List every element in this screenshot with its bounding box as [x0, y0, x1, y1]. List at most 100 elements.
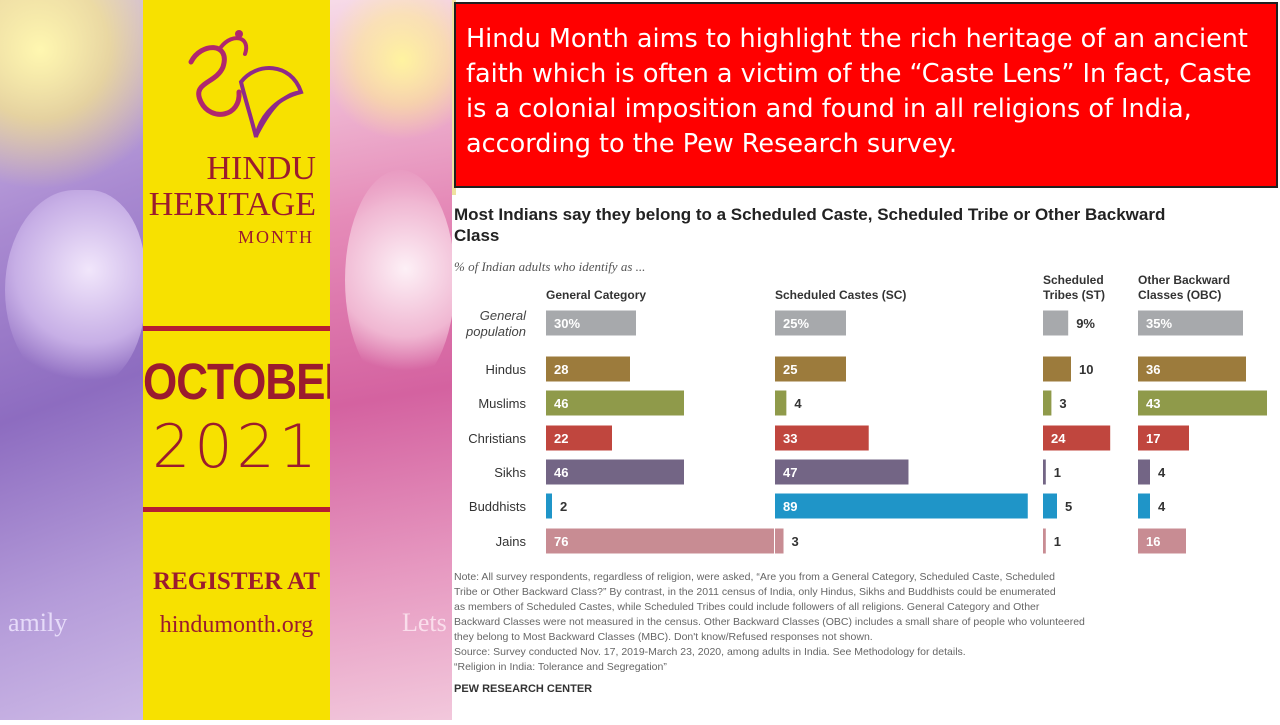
hindu-heritage-poster: HINDU HERITAGE MONTH OCTOBER 2021 REGIST… — [143, 0, 356, 720]
row-label: Christians — [468, 431, 526, 446]
series-header: Scheduled — [1043, 273, 1104, 287]
left-caption: amily — [8, 608, 68, 637]
row-label: Muslims — [478, 396, 526, 411]
chart-note: Note: All survey respondents, regardless… — [454, 571, 1055, 583]
chart-title: Class — [454, 226, 499, 245]
data-label: 1 — [1054, 534, 1061, 549]
left-deity-artwork: amily — [0, 0, 143, 720]
om-lotus-logo — [188, 30, 304, 138]
bar-christians — [546, 425, 612, 451]
pew-brand: PEW RESEARCH CENTER — [454, 683, 592, 695]
poster-divider-bottom — [143, 507, 330, 512]
bar-general-population — [1138, 310, 1243, 336]
data-label: 46 — [554, 396, 568, 411]
bar-jains — [775, 528, 784, 554]
data-label: 4 — [794, 396, 802, 411]
bar-muslims — [1138, 390, 1267, 416]
data-label: 4 — [1158, 465, 1166, 480]
data-label: 10 — [1079, 362, 1093, 377]
banner-text: Hindu Month aims to highlight the rich h… — [466, 24, 1252, 159]
series-header: Tribes (ST) — [1043, 288, 1105, 302]
bar-hindus — [1043, 356, 1071, 382]
light-burst — [0, 0, 143, 190]
poster-year: 2021 — [152, 412, 321, 482]
poster-divider-top — [143, 326, 330, 331]
bar-buddhists — [775, 493, 1028, 519]
brand-heritage: HERITAGE — [148, 186, 316, 223]
poster-url[interactable]: hindumonth.org — [159, 612, 314, 638]
poster-register: REGISTER AT — [153, 568, 320, 595]
banner-box: Hindu Month aims to highlight the rich h… — [454, 2, 1278, 188]
right-deity-artwork: Lets — [330, 0, 452, 720]
chart-report: “Religion in India: Tolerance and Segreg… — [454, 661, 667, 673]
bar-jains — [1138, 528, 1186, 554]
bar-sikhs — [1043, 459, 1046, 485]
bar-buddhists — [1043, 493, 1057, 519]
bar-sikhs — [775, 459, 909, 485]
chart-note: they belong to Most Backward Classes (MB… — [454, 631, 873, 643]
data-label: 3 — [792, 534, 799, 549]
bar-muslims — [1043, 390, 1052, 416]
bar-buddhists — [1138, 493, 1150, 519]
right-caption: Lets — [402, 608, 447, 637]
chart-note: Tribe or Other Backward Class?” By contr… — [454, 586, 1056, 598]
data-label: 47 — [783, 465, 797, 480]
bar-hindus — [546, 356, 630, 382]
chart-title: Most Indians say they belong to a Schedu… — [454, 205, 1165, 224]
brand-month: MONTH — [238, 227, 314, 247]
light-burst — [330, 0, 452, 140]
deity-figure-right — [345, 170, 452, 390]
bar-hindus — [775, 356, 846, 382]
bar-muslims — [546, 390, 684, 416]
data-label: 35% — [1146, 316, 1172, 331]
bar-sikhs — [546, 459, 684, 485]
row-label: General — [480, 308, 527, 323]
data-label: 36 — [1146, 362, 1160, 377]
series-header: Classes (OBC) — [1138, 288, 1221, 302]
data-label: 28 — [554, 362, 568, 377]
data-label: 3 — [1059, 396, 1066, 411]
bar-general-population — [1043, 310, 1069, 336]
row-label: Jains — [496, 534, 527, 549]
data-label: 2 — [560, 499, 567, 514]
series-header: General Category — [546, 288, 646, 302]
chart-subtitle: % of Indian adults who identify as ... — [454, 259, 645, 274]
row-label: Sikhs — [494, 465, 526, 480]
data-label: 4 — [1158, 499, 1166, 514]
data-label: 30% — [554, 316, 580, 331]
data-label: 22 — [554, 431, 568, 446]
bar-sikhs — [1138, 459, 1150, 485]
data-label: 24 — [1051, 431, 1066, 446]
data-label: 43 — [1146, 396, 1160, 411]
data-label: 17 — [1146, 431, 1160, 446]
row-label: Hindus — [486, 362, 527, 377]
deity-figure-left — [5, 190, 143, 390]
data-label: 76 — [554, 534, 568, 549]
bar-buddhists — [546, 493, 552, 519]
data-label: 5 — [1065, 499, 1072, 514]
bar-general-population — [775, 310, 846, 336]
chart-note: Backward Classes were not measured in th… — [454, 616, 1085, 628]
bar-hindus — [1138, 356, 1246, 382]
pew-chart: Most Indians say they belong to a Schedu… — [452, 195, 1280, 720]
data-label: 1 — [1054, 465, 1061, 480]
bar-general-population — [546, 310, 636, 336]
chart-source: Source: Survey conducted Nov. 17, 2019-M… — [454, 646, 966, 658]
chart-note: as members of Scheduled Castes, while Sc… — [454, 601, 1040, 613]
row-label: Buddhists — [469, 499, 527, 514]
series-header: Scheduled Castes (SC) — [775, 288, 906, 302]
data-label: 46 — [554, 465, 568, 480]
bar-jains — [1043, 528, 1046, 554]
series-header: Other Backward — [1138, 273, 1230, 287]
data-label: 25 — [783, 362, 797, 377]
poster-month: OCTOBER — [143, 354, 356, 411]
row-label: population — [465, 324, 526, 339]
brand-hindu: HINDU — [206, 150, 316, 187]
bar-christians — [1138, 425, 1189, 451]
data-label: 33 — [783, 431, 797, 446]
bar-jains — [546, 528, 774, 554]
data-label: 16 — [1146, 534, 1160, 549]
bar-muslims — [775, 390, 787, 416]
data-label: 9% — [1076, 316, 1095, 331]
bar-christians — [775, 425, 869, 451]
